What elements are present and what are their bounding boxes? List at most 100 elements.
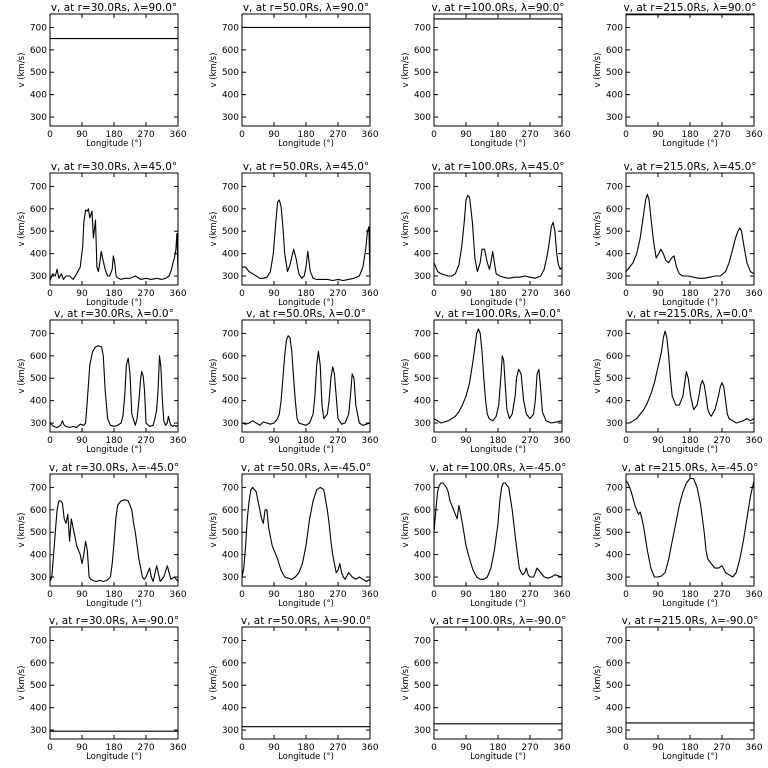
- y-tick-label: 400: [30, 250, 47, 260]
- y-axis-label: v (km/s): [401, 666, 411, 701]
- x-tick-label: 180: [681, 289, 698, 299]
- x-tick-label: 360: [169, 130, 186, 140]
- x-axis-label: Longitude (°): [662, 298, 718, 308]
- y-tick-label: 400: [222, 250, 239, 260]
- x-tick-label: 360: [745, 590, 762, 600]
- x-tick-label: 360: [361, 289, 378, 299]
- series-line: [625, 193, 755, 279]
- panel-title: v, at r=30.0Rs, λ=0.0°: [54, 308, 174, 320]
- y-tick-label: 500: [222, 68, 239, 78]
- plot-frame: [241, 319, 371, 433]
- x-tick-label: 360: [169, 590, 186, 600]
- x-tick-label: 90: [76, 436, 88, 446]
- y-axis-label: v (km/s): [17, 212, 27, 247]
- x-tick-label: 360: [553, 289, 570, 299]
- series-line: [241, 335, 371, 426]
- panel: v, at r=30.0Rs, λ=90.0° 0 90 180 270 360 300 40…: [17, 2, 187, 149]
- y-tick-label: 500: [606, 681, 623, 691]
- y-tick-label: 500: [30, 681, 47, 691]
- x-axis-label: Longitude (°): [470, 298, 526, 308]
- y-tick-label: 600: [30, 205, 47, 215]
- y-tick-label: 300: [30, 419, 47, 429]
- x-tick-label: 0: [47, 289, 53, 299]
- plot-frame: [241, 626, 371, 740]
- y-axis-label: v (km/s): [17, 359, 27, 394]
- panel: v, at r=50.0Rs, λ=-45.0° 0 90 180 270 360 300 4…: [209, 462, 379, 609]
- x-tick-label: 360: [361, 743, 378, 753]
- y-axis-label: v (km/s): [209, 666, 219, 701]
- y-axis-label: v (km/s): [593, 53, 603, 88]
- y-tick-label: 400: [414, 704, 431, 714]
- x-tick-label: 360: [361, 436, 378, 446]
- plot-frame: [625, 13, 755, 127]
- x-tick-label: 360: [169, 436, 186, 446]
- panel: v, at r=50.0Rs, λ=45.0° 0 90 180 270 360 300 40…: [209, 161, 379, 308]
- series-line: [242, 199, 371, 282]
- y-tick-label: 700: [414, 182, 431, 192]
- y-tick-label: 700: [414, 329, 431, 339]
- y-tick-label: 700: [30, 329, 47, 339]
- x-tick-label: 90: [460, 743, 472, 753]
- y-tick-label: 300: [606, 419, 623, 429]
- y-tick-label: 500: [222, 374, 239, 384]
- x-tick-label: 0: [431, 130, 437, 140]
- x-tick-label: 0: [239, 590, 245, 600]
- y-tick-label: 300: [414, 419, 431, 429]
- x-axis-label: Longitude (°): [278, 599, 334, 609]
- x-tick-label: 270: [137, 130, 154, 140]
- plot-frame: [49, 13, 179, 127]
- x-axis-label: Longitude (°): [662, 139, 718, 149]
- y-axis-label: v (km/s): [593, 666, 603, 701]
- x-axis-label: Longitude (°): [470, 752, 526, 762]
- y-tick-label: 300: [606, 726, 623, 736]
- x-tick-label: 0: [623, 590, 629, 600]
- x-tick-label: 180: [681, 590, 698, 600]
- y-tick-label: 300: [414, 272, 431, 282]
- y-axis-label: v (km/s): [593, 212, 603, 247]
- panel: v, at r=215.0Rs, λ=45.0° 0 90 180 270 360 300 4…: [593, 161, 763, 308]
- series-line: [49, 499, 179, 583]
- x-tick-label: 0: [239, 130, 245, 140]
- x-tick-label: 360: [745, 743, 762, 753]
- y-tick-label: 600: [222, 46, 239, 56]
- x-tick-label: 270: [329, 130, 346, 140]
- y-tick-label: 600: [414, 506, 431, 516]
- y-tick-label: 500: [30, 374, 47, 384]
- x-tick-label: 360: [553, 590, 570, 600]
- y-tick-label: 300: [414, 573, 431, 583]
- y-axis-label: v (km/s): [593, 359, 603, 394]
- x-tick-label: 270: [713, 436, 730, 446]
- panel-title: v, at r=100.0Rs, λ=-90.0°: [430, 615, 567, 627]
- plot-frame: [433, 473, 563, 587]
- y-tick-label: 400: [222, 551, 239, 561]
- x-tick-label: 270: [137, 289, 154, 299]
- panel: v, at r=50.0Rs, λ=-90.0° 0 90 180 270 360 300 4…: [209, 615, 379, 762]
- y-tick-label: 700: [606, 182, 623, 192]
- x-tick-label: 270: [521, 590, 538, 600]
- y-axis-label: v (km/s): [17, 666, 27, 701]
- panel: v, at r=30.0Rs, λ=-90.0° 0 90 180 270 360 300 4…: [17, 615, 187, 762]
- y-tick-label: 400: [606, 250, 623, 260]
- y-tick-label: 700: [222, 636, 239, 646]
- series-line: [49, 345, 179, 429]
- y-tick-label: 700: [414, 23, 431, 33]
- x-tick-label: 360: [553, 436, 570, 446]
- x-tick-label: 360: [553, 130, 570, 140]
- panel: v, at r=215.0Rs, λ=0.0° 0 90 180 270 360 300 40…: [593, 308, 763, 455]
- x-tick-label: 360: [169, 289, 186, 299]
- y-axis-label: v (km/s): [401, 359, 411, 394]
- plot-frame: [49, 626, 179, 740]
- panel: v, at r=100.0Rs, λ=45.0° 0 90 180 270 360 300 4…: [401, 161, 571, 308]
- y-tick-label: 600: [414, 659, 431, 669]
- y-tick-label: 400: [30, 397, 47, 407]
- panel: v, at r=30.0Rs, λ=-45.0° 0 90 180 270 360 300 4…: [17, 462, 187, 609]
- panel-title: v, at r=50.0Rs, λ=0.0°: [246, 308, 366, 320]
- panel: v, at r=100.0Rs, λ=-90.0° 0 90 180 270 360 300…: [401, 615, 571, 762]
- x-tick-label: 270: [329, 743, 346, 753]
- panel-title: v, at r=215.0Rs, λ=-90.0°: [622, 615, 759, 627]
- y-tick-label: 500: [30, 68, 47, 78]
- series-line: [433, 482, 563, 580]
- y-tick-label: 300: [222, 419, 239, 429]
- x-tick-label: 360: [361, 130, 378, 140]
